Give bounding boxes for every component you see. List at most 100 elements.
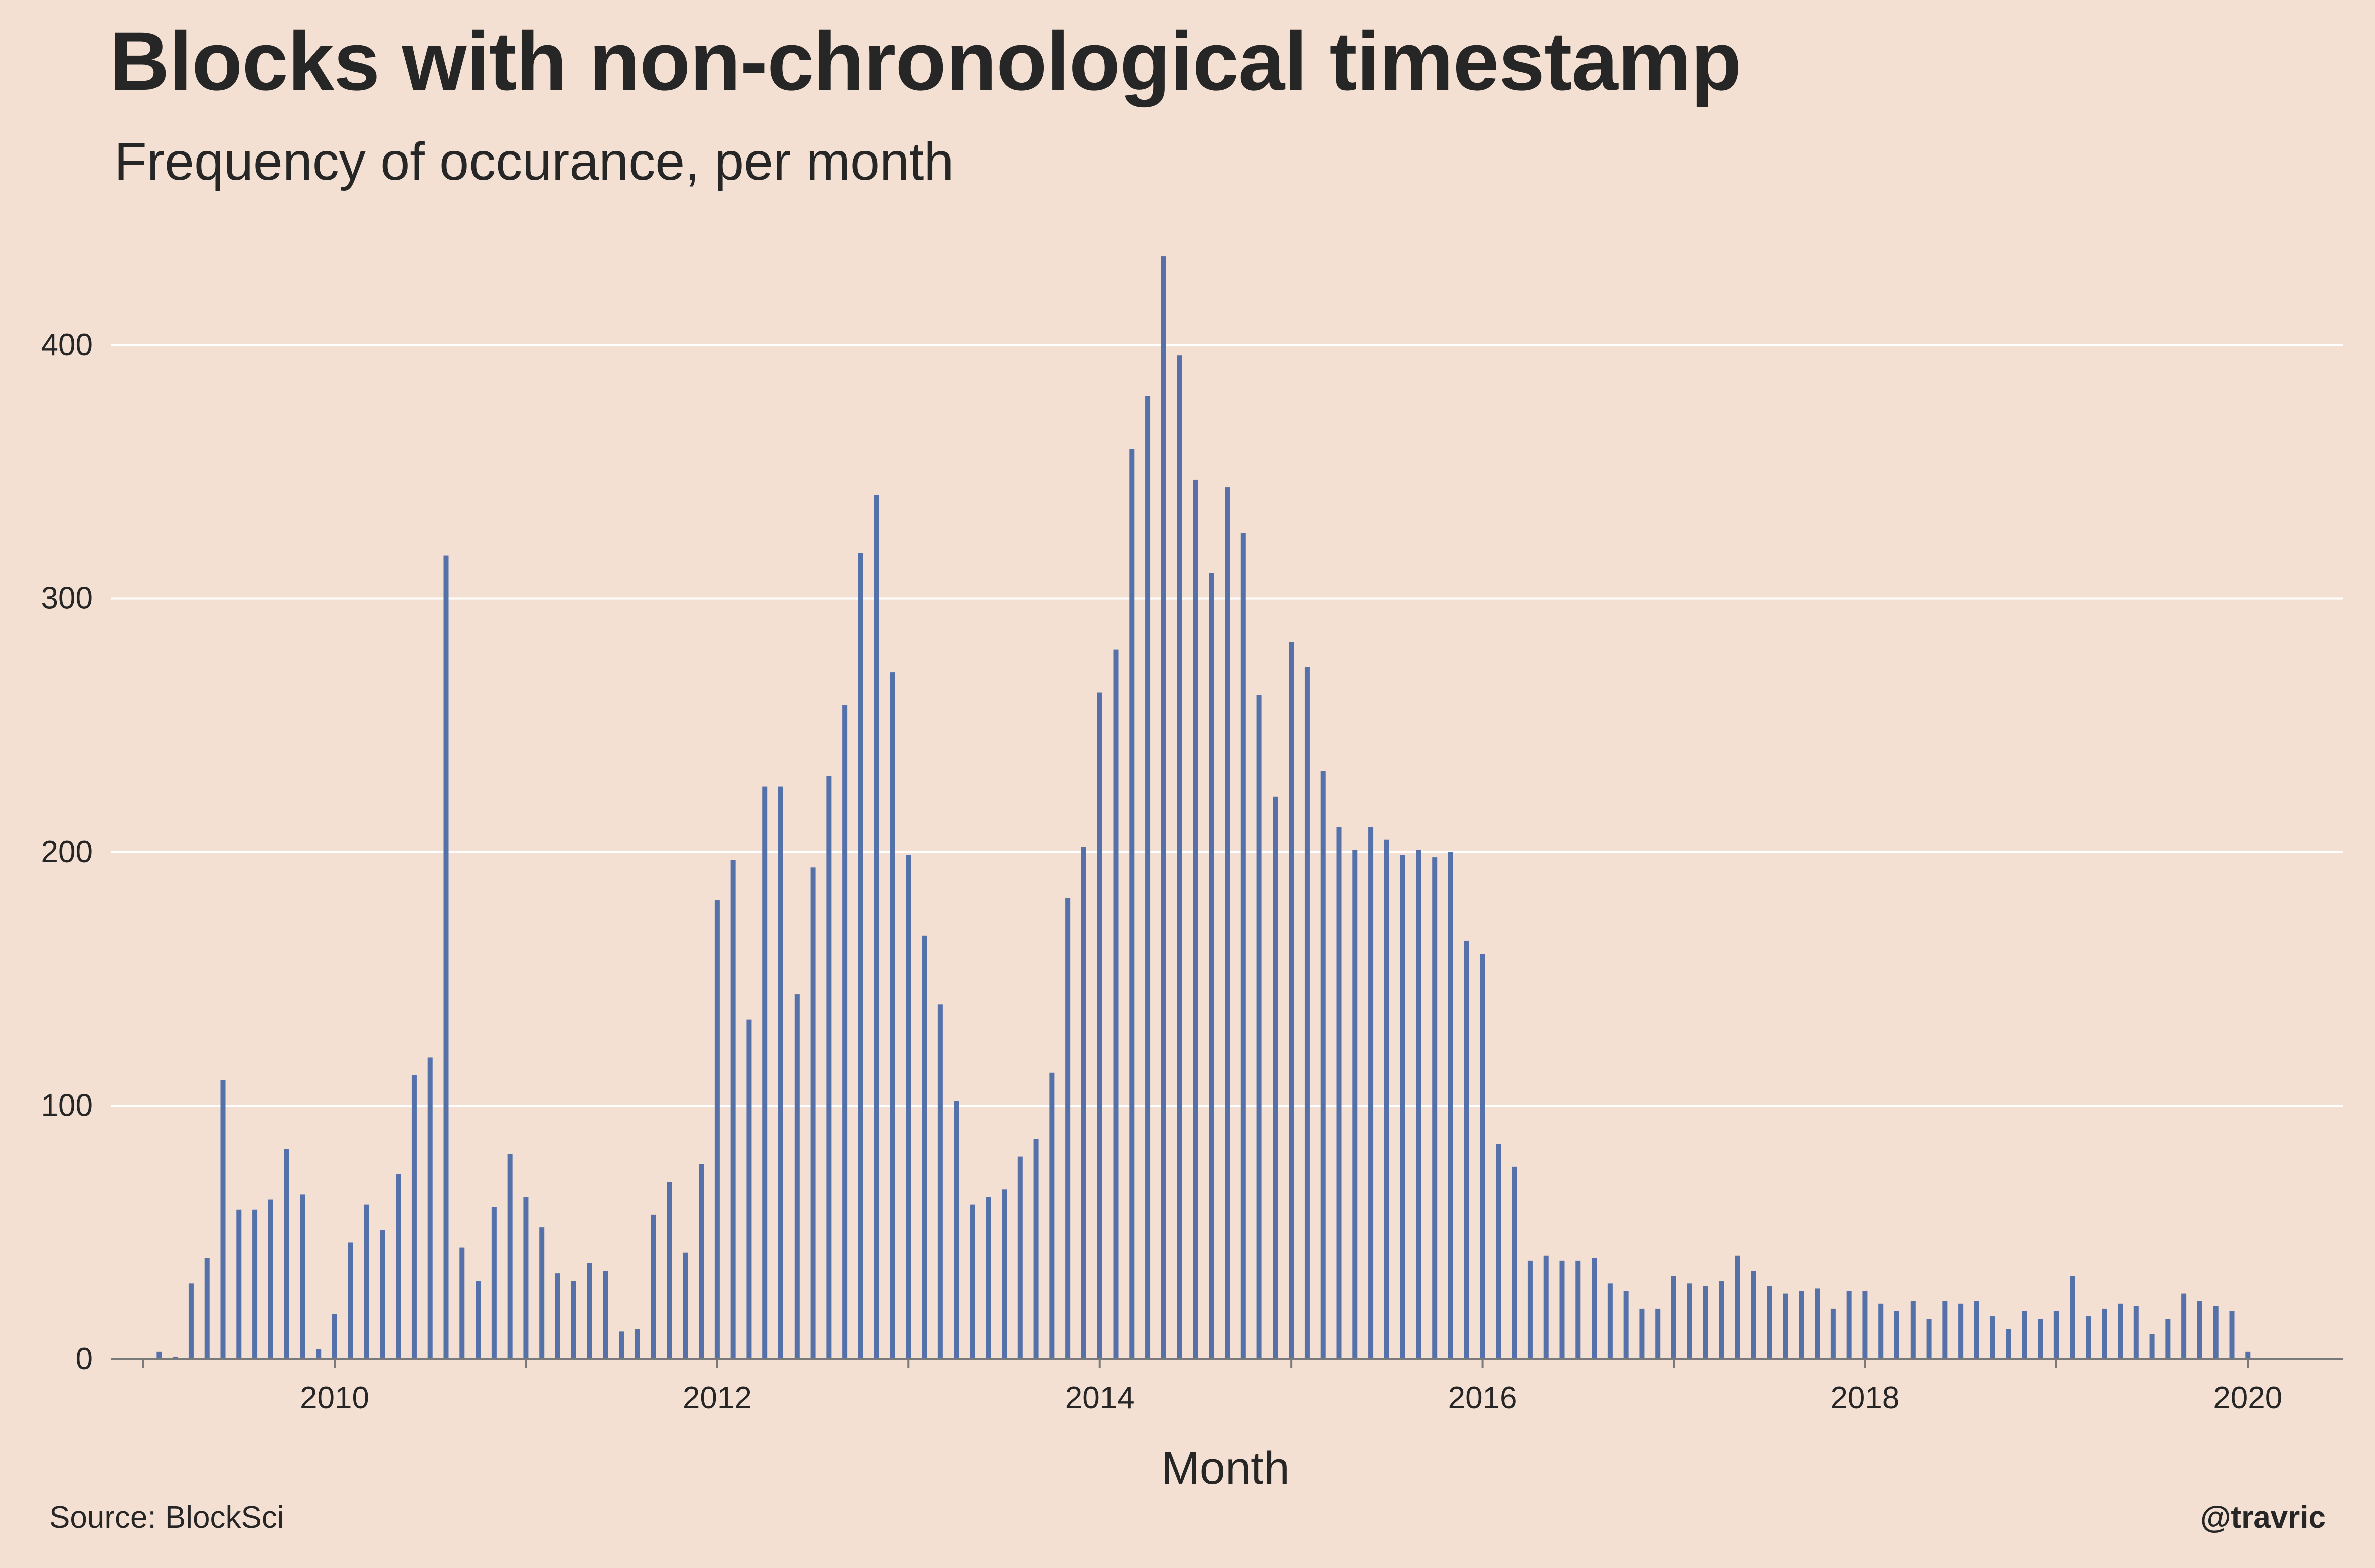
bar	[746, 1019, 752, 1359]
bar	[1049, 1072, 1055, 1359]
bar	[2053, 1311, 2059, 1359]
bar	[683, 1252, 688, 1359]
bar	[1081, 847, 1086, 1359]
bar	[1161, 256, 1166, 1360]
bar	[1926, 1319, 1932, 1359]
bar	[2118, 1303, 2123, 1359]
bar	[1129, 449, 1135, 1359]
bar	[1575, 1260, 1581, 1359]
bar	[1480, 954, 1485, 1359]
x-tick-label: 2014	[1065, 1381, 1135, 1416]
x-axis-title: Month	[1161, 1443, 1290, 1494]
bar	[220, 1080, 226, 1359]
bar	[459, 1247, 465, 1359]
bar	[667, 1182, 672, 1359]
bar	[156, 1351, 162, 1359]
bar	[890, 672, 895, 1359]
bar	[2086, 1316, 2091, 1359]
bar	[1065, 897, 1071, 1359]
bar	[1719, 1281, 1724, 1359]
bar	[1878, 1303, 1884, 1359]
bar	[1703, 1286, 1708, 1359]
bar	[2181, 1293, 2187, 1359]
bar	[1289, 642, 1294, 1359]
bar	[1464, 940, 1469, 1359]
chart-title: Blocks with non-chronological timestamp	[109, 15, 1742, 108]
bar	[1894, 1311, 1899, 1359]
y-tick-label: 100	[41, 1088, 93, 1123]
bar	[810, 867, 816, 1359]
bar	[1384, 839, 1389, 1359]
bar	[1639, 1308, 1645, 1359]
bar	[380, 1230, 385, 1359]
bar	[1527, 1260, 1533, 1359]
bar	[491, 1207, 497, 1359]
bar	[1432, 857, 1438, 1359]
bar	[587, 1263, 592, 1359]
bar	[954, 1101, 959, 1359]
bar	[523, 1197, 529, 1359]
bar	[714, 900, 720, 1359]
bar	[1002, 1189, 1007, 1359]
bar	[730, 860, 736, 1359]
bar	[300, 1194, 305, 1359]
bar	[1033, 1139, 1039, 1359]
bar	[332, 1314, 337, 1359]
bar	[1862, 1291, 1868, 1359]
bar	[1193, 479, 1198, 1359]
author-handle: @travric	[2200, 1500, 2326, 1535]
bar	[1655, 1308, 1661, 1359]
bar	[2149, 1334, 2155, 1359]
bar	[1320, 771, 1326, 1359]
x-tick-label: 2010	[300, 1381, 369, 1416]
bar	[2197, 1301, 2202, 1359]
bars	[156, 256, 2251, 1360]
bar	[2245, 1351, 2251, 1359]
bar	[1799, 1291, 1804, 1359]
bar	[1687, 1283, 1692, 1359]
bar	[1448, 852, 1453, 1359]
source-note: Source: BlockSci	[49, 1500, 284, 1535]
bar	[1767, 1286, 1772, 1359]
bar	[2022, 1311, 2027, 1359]
bar	[1017, 1156, 1023, 1359]
bar	[443, 555, 449, 1359]
bar	[1671, 1276, 1676, 1359]
bar	[2102, 1308, 2107, 1359]
bar	[1177, 355, 1182, 1359]
bar	[1974, 1301, 1979, 1359]
bar	[603, 1271, 608, 1359]
bar	[2133, 1306, 2139, 1359]
bar	[396, 1174, 401, 1359]
bar	[539, 1227, 545, 1359]
bar	[970, 1204, 975, 1359]
y-axis-labels: 0 100 200 300 400	[41, 328, 93, 1376]
bar	[922, 935, 927, 1359]
bar	[1512, 1166, 1517, 1359]
bar	[364, 1204, 369, 1359]
bar	[1400, 855, 1405, 1359]
bar	[874, 495, 879, 1359]
bar	[1592, 1258, 1597, 1359]
bar	[1209, 573, 1214, 1359]
bar	[986, 1197, 991, 1359]
bar	[1830, 1308, 1836, 1359]
bar	[284, 1149, 289, 1359]
bar	[651, 1214, 656, 1359]
x-axis: 2010 2012 2014 2016 2018 2020	[111, 1358, 2343, 1416]
bar	[1352, 849, 1358, 1359]
bar	[1304, 667, 1310, 1359]
x-tick-label: 2012	[683, 1381, 752, 1416]
bar	[236, 1209, 242, 1359]
bar	[937, 1004, 943, 1359]
bar	[2070, 1276, 2075, 1359]
bar	[794, 994, 800, 1359]
x-tick-label: 2020	[2213, 1381, 2282, 1416]
bar	[427, 1057, 433, 1359]
bar	[1113, 649, 1119, 1359]
bar	[507, 1154, 513, 1359]
bar	[316, 1349, 322, 1359]
bar	[1815, 1288, 1820, 1359]
bar	[842, 705, 848, 1359]
